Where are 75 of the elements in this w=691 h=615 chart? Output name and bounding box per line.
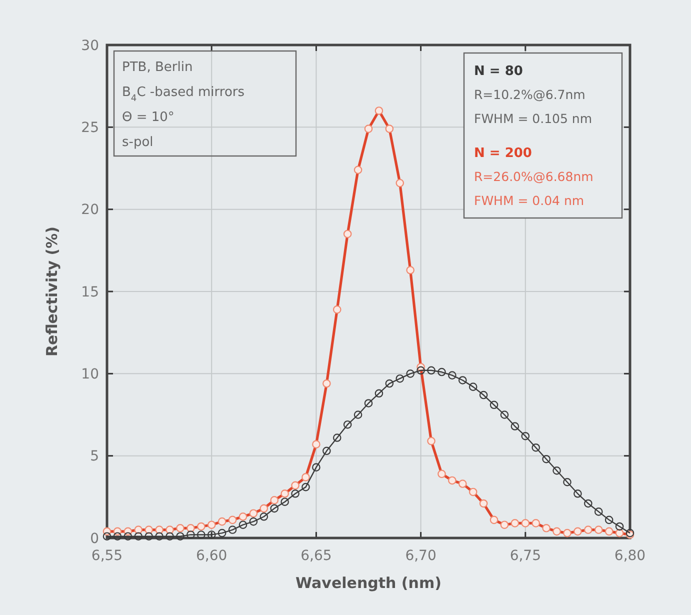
x-tick-label: 6,70: [405, 548, 436, 564]
point: [249, 517, 258, 526]
point: [427, 366, 436, 375]
point: [312, 463, 320, 472]
x-tick-label: 6,55: [91, 548, 123, 564]
point: [458, 376, 467, 384]
y-tick-label: 25: [81, 120, 99, 136]
point: [186, 530, 195, 539]
point: [113, 532, 122, 541]
point: [207, 530, 216, 539]
point: [438, 368, 446, 376]
point: [134, 532, 143, 541]
point: [615, 522, 624, 531]
x-tick-label: 6,65: [300, 548, 332, 564]
point: [280, 498, 289, 506]
point: [406, 370, 414, 378]
point: [374, 389, 384, 398]
point: [385, 379, 394, 388]
point: [563, 478, 572, 486]
annotation: B$_{4}$C -based mirrors: [122, 85, 245, 104]
point: [500, 410, 509, 419]
annotation: R=26.0%@6.68nm: [474, 169, 594, 184]
annotation: R=10.2%@6.7nm: [474, 87, 586, 102]
point: [354, 410, 362, 419]
point: [322, 446, 331, 456]
y-tick-label: 0: [90, 530, 99, 547]
point: [218, 528, 226, 538]
point: [448, 371, 456, 380]
annotation: Θ = 10°: [122, 110, 174, 125]
annotation: FWHM = 0.105 nm: [474, 111, 592, 126]
annotation: PTB, Berlin: [122, 60, 193, 75]
point: [155, 532, 164, 541]
x-axis-title: Wavelength (nm): [296, 574, 442, 592]
point: [574, 489, 582, 498]
point: [416, 366, 425, 375]
y-tick-label: 5: [90, 448, 99, 465]
y-tick-label: 30: [81, 38, 99, 54]
point: [542, 454, 550, 464]
y-tick-label: 20: [81, 202, 99, 218]
point: [468, 382, 478, 391]
point: [594, 508, 603, 516]
point: [270, 504, 279, 513]
point: [490, 400, 498, 410]
y-tick-label: 15: [81, 284, 99, 300]
x-tick-label: 6,75: [510, 548, 541, 564]
point: [364, 399, 373, 408]
point: [124, 532, 132, 541]
annotation: FWHM = 0.04 nm: [474, 193, 584, 208]
point: [102, 532, 112, 541]
x-tick-label: 6,60: [196, 548, 228, 564]
point: [176, 532, 184, 541]
point: [332, 434, 342, 442]
point: [584, 499, 592, 508]
point: [166, 532, 174, 541]
point: [144, 532, 153, 541]
text: N = 200: [474, 146, 532, 161]
point: [196, 530, 206, 539]
legend-label: N = 80: [474, 64, 523, 79]
point: [604, 516, 614, 524]
annotation: s-pol: [122, 135, 154, 150]
point: [521, 432, 530, 440]
point: [532, 443, 540, 452]
point: [260, 512, 268, 521]
x-tick-label: 6,80: [614, 548, 646, 564]
point: [510, 422, 520, 430]
point: [479, 390, 488, 400]
point: [302, 482, 310, 492]
point: [396, 374, 404, 383]
point: [343, 420, 352, 429]
y-axis-title: Reflectivity (%): [43, 226, 61, 357]
point: [238, 520, 248, 530]
y-tick-label: 10: [81, 366, 99, 383]
point: [228, 526, 237, 534]
point: [291, 489, 300, 498]
point: [552, 466, 561, 475]
